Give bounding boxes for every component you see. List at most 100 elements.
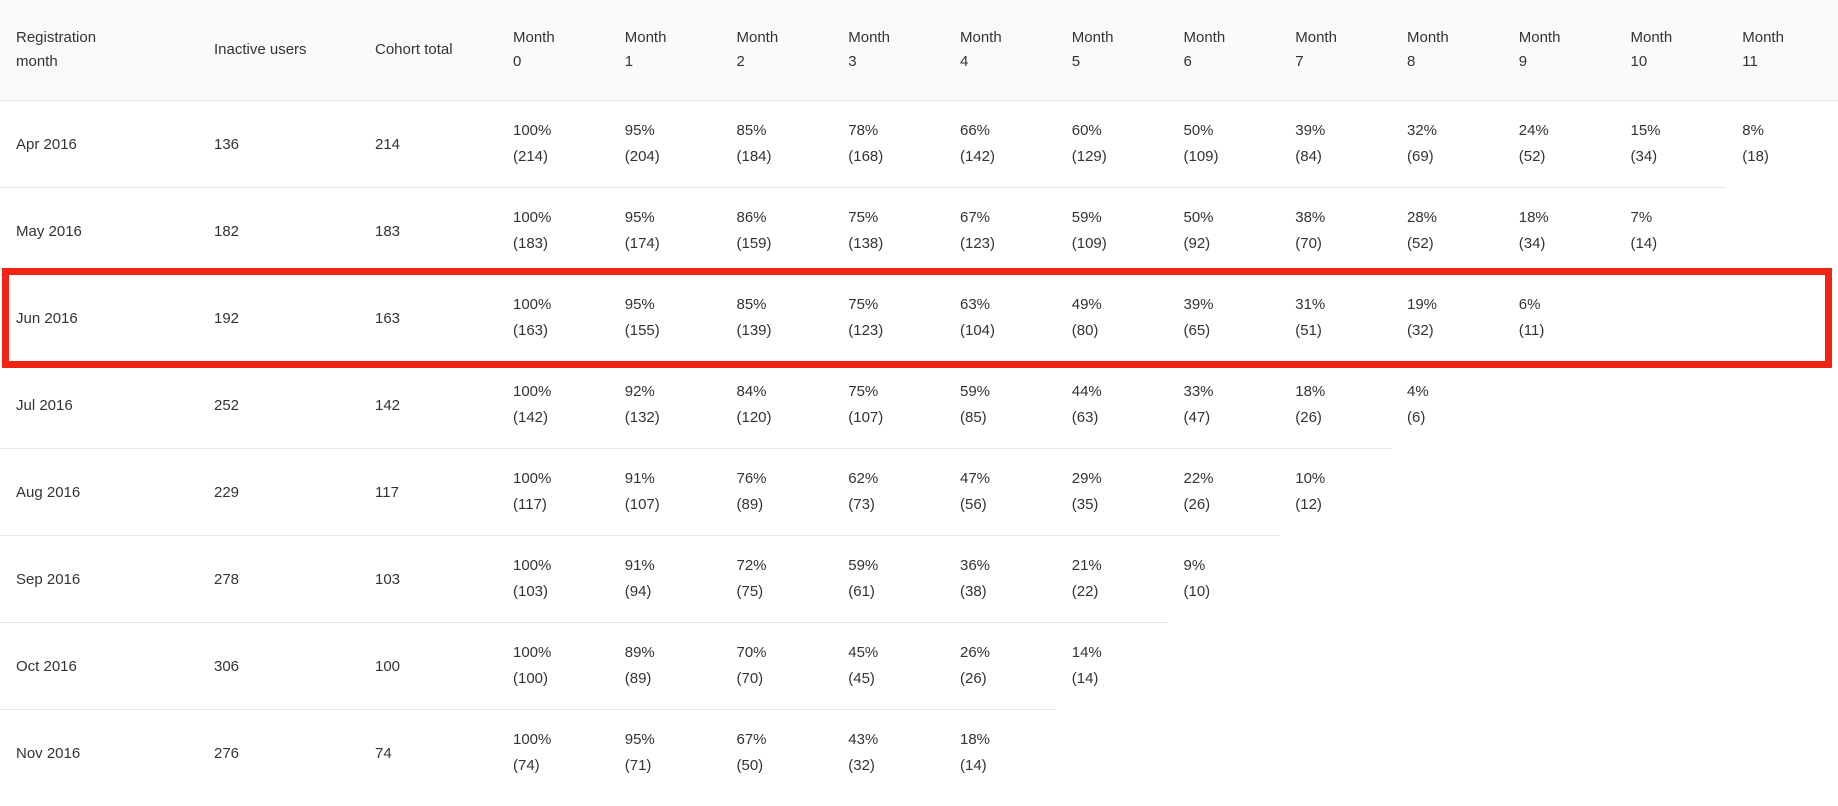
registration-month-cell: Nov 2016	[0, 709, 198, 796]
retention-count: (104)	[960, 322, 996, 339]
retention-percent: 95%	[624, 209, 655, 226]
retention-percent: 33%	[1183, 383, 1214, 400]
retention-percent: 100%	[513, 122, 552, 139]
retention-count: (52)	[1407, 235, 1434, 252]
retention-count: (120)	[736, 409, 772, 426]
retention-percent: 100%	[513, 731, 552, 748]
retention-count: (109)	[1071, 235, 1107, 252]
retention-count: (18)	[1742, 148, 1769, 166]
retention-percent: 38%	[1295, 209, 1326, 226]
retention-count: (183)	[513, 235, 549, 252]
retention-cell: 67% (123)	[944, 187, 1056, 275]
column-header: Month 1	[608, 0, 721, 101]
table-row: Oct 2016 306 100 100% (100) 89% (89) 70% (70) 45%…	[0, 622, 1838, 710]
table-row: Jul 2016 252 142 100% (142) 92% (132) 84% (120) 7…	[0, 361, 1838, 449]
retention-percent: 60%	[1071, 122, 1102, 139]
retention-cell: 89% (89)	[608, 622, 721, 710]
inactive-users-cell: 306	[198, 622, 359, 710]
retention-count: (52)	[1518, 148, 1546, 165]
retention-cell: 10% (12)	[1279, 448, 1391, 536]
registration-month-cell: Jul 2016	[0, 361, 198, 449]
retention-cell: 66% (142)	[944, 100, 1056, 188]
retention-cell: 76% (89)	[720, 448, 833, 536]
retention-cell: 59% (61)	[832, 535, 944, 623]
retention-count: (45)	[848, 670, 875, 687]
retention-count: (107)	[848, 409, 884, 426]
table-row: Nov 2016 276 74 100% (74) 95% (71) 67% (50) 43% (3…	[0, 709, 1838, 796]
column-header-label: Cohort total	[375, 41, 453, 58]
retention-count: (14)	[1071, 670, 1099, 688]
retention-percent: 43%	[848, 731, 879, 748]
retention-percent: 95%	[624, 731, 655, 748]
retention-count: (73)	[848, 496, 875, 513]
registration-month-cell: Jun 2016	[0, 274, 198, 362]
retention-cell: 43% (32)	[832, 709, 944, 796]
retention-cell: 84% (120)	[720, 361, 833, 449]
retention-cell: 29% (35)	[1055, 448, 1168, 536]
column-header: Month 11	[1726, 0, 1838, 101]
column-header-label: Month 10	[1630, 29, 1673, 70]
column-header-label: Month 3	[848, 29, 890, 70]
retention-percent: 26%	[960, 644, 991, 661]
retention-cell: 24% (52)	[1502, 100, 1615, 188]
retention-count: (142)	[513, 409, 549, 426]
retention-percent: 100%	[513, 644, 552, 661]
retention-percent: 49%	[1071, 296, 1102, 313]
inactive-users-cell: 192	[198, 274, 359, 362]
column-header: Inactive users	[198, 0, 359, 101]
retention-count: (32)	[848, 757, 875, 774]
retention-count: (34)	[1630, 148, 1658, 165]
retention-cell: 15% (34)	[1614, 100, 1727, 188]
retention-cell: 21% (22)	[1055, 535, 1168, 623]
retention-cell: 7% (14)	[1614, 187, 1727, 275]
retention-count: (70)	[1295, 235, 1322, 252]
retention-count: (63)	[1071, 409, 1099, 426]
retention-percent: 28%	[1407, 209, 1438, 226]
retention-percent: 24%	[1518, 122, 1549, 139]
retention-percent: 92%	[624, 383, 655, 400]
column-header-label: Registration month	[16, 29, 97, 70]
retention-cell: 44% (63)	[1055, 361, 1168, 449]
retention-count: (123)	[848, 322, 884, 339]
retention-count: (12)	[1295, 496, 1322, 514]
retention-cell: 95% (155)	[608, 274, 721, 362]
retention-count: (69)	[1407, 148, 1434, 165]
retention-count: (14)	[960, 757, 987, 774]
table-row-highlighted: Jun 2016 192 163 100% (163) 95% (155) 85% (139) 7…	[0, 274, 1838, 362]
retention-cell: 47% (56)	[944, 448, 1056, 536]
column-header: Month 3	[832, 0, 944, 101]
retention-percent: 39%	[1183, 296, 1214, 313]
retention-count: (100)	[513, 670, 549, 687]
retention-count: (123)	[960, 235, 996, 252]
inactive-users-cell: 276	[198, 709, 359, 796]
retention-count: (61)	[848, 583, 875, 600]
retention-cell: 100% (214)	[497, 100, 609, 188]
retention-count: (155)	[624, 322, 660, 339]
retention-percent: 85%	[736, 122, 767, 139]
retention-cell: 85% (184)	[720, 100, 833, 188]
retention-count: (11)	[1518, 322, 1545, 340]
retention-percent: 44%	[1071, 383, 1102, 400]
retention-percent: 29%	[1071, 470, 1102, 487]
retention-cell: 39% (84)	[1279, 100, 1391, 188]
retention-cell: 32% (69)	[1391, 100, 1503, 188]
inactive-users-cell: 229	[198, 448, 359, 536]
retention-count: (74)	[513, 757, 540, 774]
retention-cell: 31% (51)	[1279, 274, 1391, 362]
retention-percent: 91%	[624, 470, 655, 487]
retention-cell: 91% (94)	[608, 535, 721, 623]
retention-percent: 100%	[513, 209, 552, 226]
retention-percent: 66%	[960, 122, 991, 139]
retention-percent: 19%	[1407, 296, 1438, 313]
retention-count: (92)	[1183, 235, 1211, 252]
retention-count: (142)	[960, 148, 996, 165]
cohort-total-cell: 214	[359, 100, 497, 188]
retention-count: (50)	[736, 757, 764, 774]
retention-percent: 75%	[848, 296, 879, 313]
retention-percent: 50%	[1183, 209, 1214, 226]
retention-percent: 9%	[1183, 557, 1206, 575]
column-header-label: Month 0	[513, 29, 555, 70]
retention-percent: 15%	[1630, 122, 1661, 139]
column-header-label: Month 7	[1295, 29, 1337, 70]
retention-percent: 85%	[736, 296, 767, 313]
